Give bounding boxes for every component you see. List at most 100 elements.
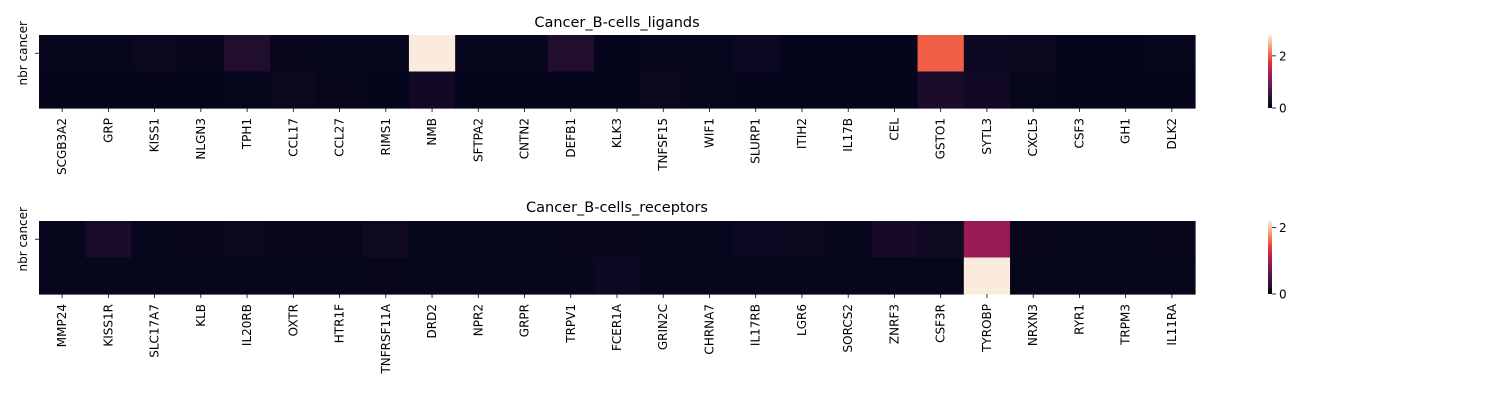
x-tick-label: SORCS2 — [841, 304, 855, 352]
heatmap-cell — [1148, 35, 1196, 73]
x-tick-label: CHRNA7 — [702, 304, 716, 355]
heatmap-cell — [1102, 257, 1150, 295]
heatmap-cell — [917, 35, 965, 73]
x-tick-label: TRPV1 — [564, 304, 578, 344]
x-tick-label: KISS1R — [101, 304, 115, 347]
heatmap-cell — [501, 221, 549, 259]
x-tick-label: FCER1A — [610, 303, 624, 351]
x-tick-label: DEFB1 — [564, 118, 578, 158]
x-tick-label: KISS1 — [148, 118, 162, 152]
heatmap-cell — [85, 35, 133, 73]
heatmap-cell — [547, 35, 595, 73]
heatmap-cell — [825, 35, 872, 73]
x-tick-label: TNFSF15 — [656, 118, 670, 172]
heatmap-cell — [177, 257, 225, 295]
heatmap-cell — [177, 35, 225, 73]
x-tick-label: NLGN3 — [194, 118, 208, 160]
heatmap-cell — [223, 257, 271, 295]
heatmap-cell — [1102, 71, 1150, 109]
heatmap-cell — [270, 257, 318, 295]
heatmap-cell — [593, 257, 641, 295]
x-tick-label: TRPM3 — [1119, 304, 1133, 346]
x-tick-label: SLC17A7 — [148, 304, 162, 358]
heatmap-cell — [593, 71, 641, 109]
x-tick-label: MMP24 — [55, 304, 69, 347]
x-tick-label: OXTR — [286, 304, 300, 336]
heatmap-cell — [963, 71, 1011, 109]
x-tick-label: RYR1 — [1072, 304, 1086, 335]
heatmap-cell — [39, 35, 86, 73]
heatmap-cell — [963, 35, 1011, 73]
heatmap-cell — [778, 221, 826, 259]
x-tick-label: TPH1 — [240, 118, 254, 150]
x-tick-label: NRXN3 — [1026, 304, 1040, 346]
colorbar — [1268, 35, 1272, 108]
heatmap-cell — [963, 221, 1011, 259]
heatmap-cell — [1056, 35, 1104, 73]
x-tick-label: IL20RB — [240, 304, 254, 346]
heatmap-cell — [686, 71, 734, 109]
heatmap-cell — [778, 257, 826, 295]
heatmap-cell — [39, 71, 86, 109]
heatmap-cell — [1056, 257, 1104, 295]
heatmap-cell — [917, 221, 965, 259]
heatmap-cell — [871, 257, 919, 295]
heatmap-cell — [778, 71, 826, 109]
x-tick-label: SFTPA2 — [471, 118, 485, 162]
heatmap-cell — [1010, 221, 1057, 259]
x-tick-label: NPR2 — [471, 304, 485, 336]
x-tick-label: CNTN2 — [518, 118, 532, 159]
x-tick-label: CXCL5 — [1026, 118, 1040, 156]
heatmap-cell — [177, 71, 225, 109]
heatmap-cell — [316, 71, 364, 109]
heatmap-cell — [131, 221, 179, 259]
heatmap-cell — [408, 257, 456, 295]
heatmap-cell — [1148, 257, 1196, 295]
heatmap-cell — [917, 71, 965, 109]
x-tick-label: IL17RB — [749, 304, 763, 346]
x-tick-label: IL11RA — [1165, 303, 1179, 345]
heatmap-cell — [963, 257, 1011, 295]
heatmap-panel-1: Cancer_B-cells_ligands nbr cancer SCGB3A2 G… — [16, 15, 1287, 175]
heatmap-cell — [732, 35, 780, 73]
x-tick-label: CCL27 — [333, 118, 347, 157]
x-tick-label: SLURP1 — [749, 118, 763, 164]
heatmap-cell — [640, 35, 687, 73]
heatmap-cell — [778, 35, 826, 73]
heatmap-cell — [455, 71, 502, 109]
x-tick-label: LGR6 — [795, 304, 809, 336]
heatmap-cell — [871, 71, 919, 109]
x-tick-label: SCGB3A2 — [55, 118, 69, 175]
heatmap-cell — [1056, 71, 1104, 109]
heatmap-cell — [316, 257, 364, 295]
heatmap-cell — [686, 35, 734, 73]
heatmap-cell — [223, 221, 271, 259]
x-tick-label: HTR1F — [333, 304, 347, 343]
chart-title: Cancer_B-cells_ligands — [534, 15, 699, 31]
heatmap-cell — [270, 71, 318, 109]
heatmap-panel-2: Cancer_B-cells_receptors nbr cancer MMP24 K… — [16, 200, 1287, 375]
heatmap-cell — [131, 257, 179, 295]
colorbar-tick-label: 2 — [1279, 49, 1287, 63]
x-tick-label: CEL — [887, 118, 901, 141]
heatmap-cell — [732, 221, 780, 259]
heatmap-cell — [825, 71, 872, 109]
heatmap-cell — [1010, 71, 1057, 109]
heatmap-cell — [362, 35, 410, 73]
heatmap-cell — [455, 257, 502, 295]
heatmap-cell — [131, 71, 179, 109]
heatmap-cell — [640, 257, 687, 295]
colorbar-tick-label: 0 — [1279, 288, 1287, 302]
x-tick-label: KLK3 — [610, 118, 624, 148]
heatmap-cell — [501, 35, 549, 73]
heatmap-cell — [1102, 221, 1150, 259]
x-tick-label: GRIN2C — [656, 304, 670, 350]
heatmap-cell — [501, 257, 549, 295]
heatmap-cell — [547, 221, 595, 259]
colorbar-tick-label: 2 — [1279, 221, 1287, 235]
heatmap-cell — [1148, 71, 1196, 109]
colorbar — [1268, 221, 1272, 294]
heatmap-cell — [501, 71, 549, 109]
x-tick-label: CCL17 — [286, 118, 300, 157]
x-tick-label: GSTO1 — [934, 118, 948, 159]
